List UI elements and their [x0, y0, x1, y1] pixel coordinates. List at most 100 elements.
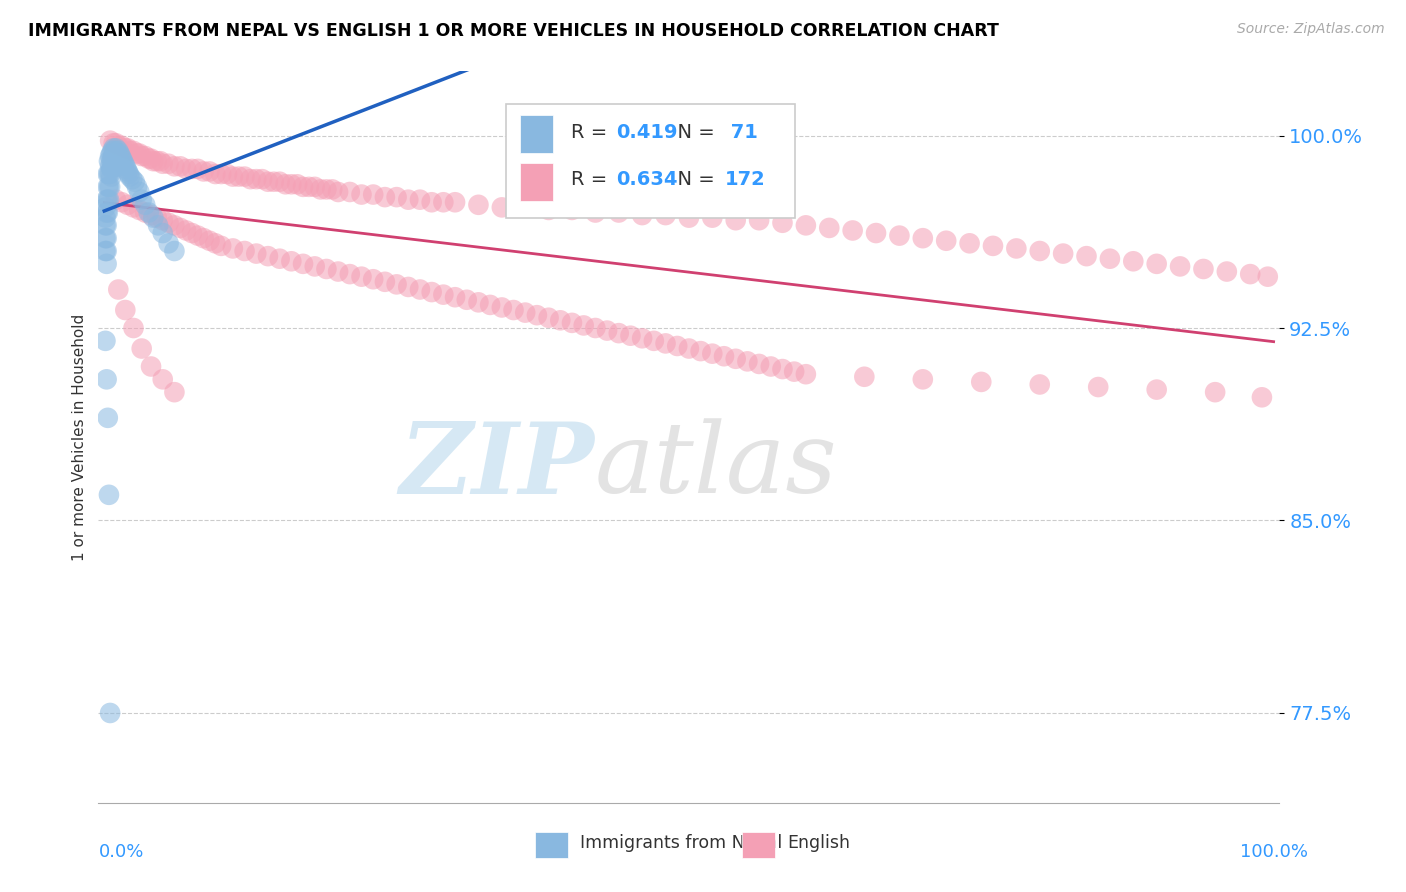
Point — [181, 161, 204, 176]
Point — [152, 157, 174, 171]
Point — [101, 144, 124, 158]
Point — [114, 159, 136, 173]
Point — [139, 152, 162, 166]
Point — [198, 234, 221, 248]
Point — [118, 169, 141, 184]
Point — [583, 205, 606, 219]
Point — [139, 208, 162, 222]
Point — [1257, 269, 1279, 284]
Point — [274, 178, 297, 192]
Point — [107, 144, 129, 158]
Point — [104, 136, 127, 151]
Point — [981, 239, 1004, 253]
Point — [101, 152, 124, 166]
Point — [117, 198, 139, 212]
Point — [1076, 249, 1098, 263]
Point — [104, 149, 127, 163]
Point — [724, 213, 747, 227]
Point — [134, 149, 156, 163]
Point — [94, 334, 117, 348]
Point — [315, 182, 337, 196]
Point — [643, 334, 665, 348]
Point — [157, 236, 180, 251]
Point — [114, 141, 136, 155]
Point — [96, 205, 118, 219]
Point — [502, 303, 524, 318]
Point — [193, 164, 215, 178]
Point — [239, 172, 262, 186]
Text: 100.0%: 100.0% — [1240, 843, 1308, 861]
Point — [233, 244, 256, 258]
Point — [131, 149, 153, 163]
Text: N =: N = — [665, 122, 721, 142]
Point — [678, 342, 700, 356]
Point — [215, 167, 238, 181]
Point — [114, 303, 136, 318]
Point — [94, 200, 117, 214]
Point — [970, 375, 993, 389]
Point — [152, 213, 174, 227]
Point — [104, 152, 127, 166]
Point — [104, 144, 127, 158]
Point — [118, 144, 141, 158]
Point — [134, 198, 156, 212]
Point — [94, 211, 117, 225]
Point — [98, 179, 121, 194]
Point — [115, 161, 138, 176]
Point — [117, 164, 139, 178]
Point — [263, 175, 285, 189]
Point — [142, 211, 165, 225]
Point — [104, 159, 127, 173]
Text: 0.419: 0.419 — [616, 122, 678, 142]
Text: Source: ZipAtlas.com: Source: ZipAtlas.com — [1237, 22, 1385, 37]
Point — [515, 200, 537, 214]
Point — [97, 179, 120, 194]
Point — [163, 219, 186, 233]
Point — [128, 146, 150, 161]
Point — [163, 244, 186, 258]
Point — [935, 234, 957, 248]
Point — [97, 167, 120, 181]
Point — [97, 193, 120, 207]
Point — [326, 264, 349, 278]
Point — [444, 195, 467, 210]
Point — [572, 318, 595, 333]
Point — [100, 161, 122, 176]
Point — [257, 175, 280, 189]
Point — [304, 179, 326, 194]
Point — [292, 257, 315, 271]
Point — [122, 200, 145, 214]
Point — [104, 193, 127, 207]
Point — [444, 290, 467, 304]
Point — [772, 216, 794, 230]
Point — [561, 202, 583, 217]
Point — [409, 283, 432, 297]
Point — [853, 369, 876, 384]
Point — [315, 262, 337, 277]
Point — [724, 351, 747, 366]
Point — [759, 359, 782, 374]
Point — [94, 244, 117, 258]
Point — [689, 344, 711, 359]
Point — [515, 305, 537, 319]
Point — [94, 231, 117, 245]
Point — [607, 326, 630, 340]
Point — [97, 488, 120, 502]
Point — [911, 231, 934, 245]
Text: R =: R = — [571, 122, 613, 142]
Text: Immigrants from Nepal: Immigrants from Nepal — [581, 833, 783, 852]
Point — [96, 231, 118, 245]
Point — [491, 301, 513, 315]
Point — [1204, 385, 1226, 400]
Point — [491, 200, 513, 214]
Point — [100, 169, 122, 184]
Point — [396, 193, 419, 207]
Point — [121, 172, 143, 186]
Point — [772, 362, 794, 376]
Point — [97, 154, 120, 169]
Text: 0.0%: 0.0% — [98, 843, 143, 861]
Point — [138, 152, 160, 166]
Point — [596, 324, 619, 338]
Point — [163, 385, 186, 400]
Point — [157, 216, 180, 230]
